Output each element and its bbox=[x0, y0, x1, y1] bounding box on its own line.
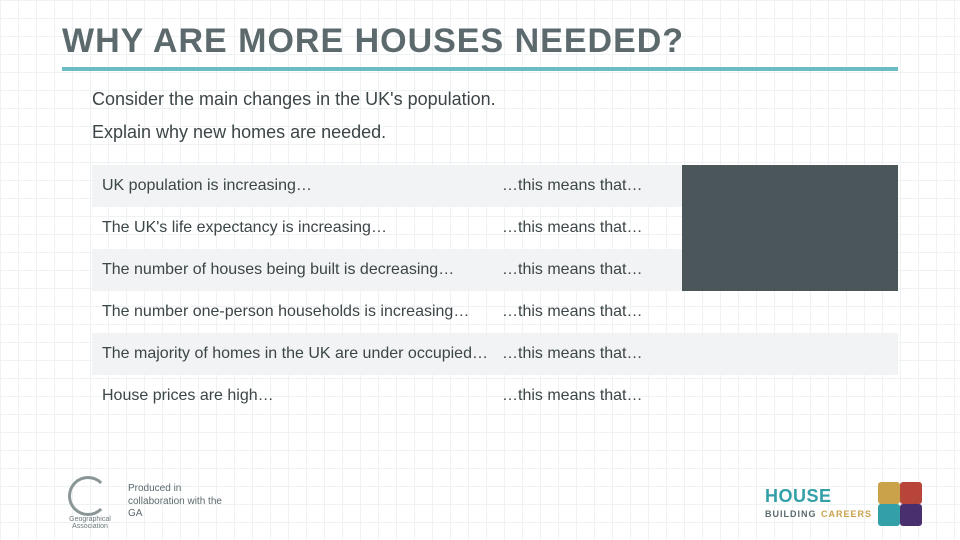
prompt-cell: …this means that… bbox=[502, 177, 682, 195]
answer-cell bbox=[682, 165, 898, 207]
table-row: The number one-person households is incr… bbox=[92, 291, 898, 333]
intro-block: Consider the main changes in the UK's po… bbox=[0, 71, 960, 155]
prompt-cell: …this means that… bbox=[502, 219, 682, 237]
prompt-cell: …this means that… bbox=[502, 261, 682, 279]
intro-line: Explain why new homes are needed. bbox=[92, 118, 898, 147]
hbc-house: HOUSE bbox=[765, 488, 872, 505]
table-row: The number of houses being built is decr… bbox=[92, 249, 898, 291]
page-title: WHY ARE MORE HOUSES NEEDED? bbox=[0, 0, 960, 67]
answer-cell bbox=[682, 249, 898, 291]
statement-cell: The majority of homes in the UK are unde… bbox=[92, 345, 502, 363]
puzzle-piece bbox=[900, 482, 922, 504]
puzzle-piece bbox=[900, 504, 922, 526]
footer-left: Geographical Association Produced in col… bbox=[62, 476, 223, 528]
prompt-cell: …this means that… bbox=[502, 345, 682, 363]
slide: WHY ARE MORE HOUSES NEEDED? Consider the… bbox=[0, 0, 960, 417]
table-row: The UK's life expectancy is increasing……… bbox=[92, 207, 898, 249]
statement-cell: House prices are high… bbox=[92, 387, 502, 405]
statement-cell: The number of houses being built is decr… bbox=[92, 261, 502, 279]
table-row: House prices are high……this means that… bbox=[92, 375, 898, 417]
puzzle-piece bbox=[878, 482, 900, 504]
intro-line: Consider the main changes in the UK's po… bbox=[92, 85, 898, 114]
reasons-table: UK population is increasing……this means … bbox=[92, 165, 898, 417]
ga-logo-ring bbox=[68, 476, 108, 516]
table-row: The majority of homes in the UK are unde… bbox=[92, 333, 898, 375]
hbc-logo-text: HOUSE BUILDING CAREERS bbox=[765, 488, 872, 520]
hbc-logo: HOUSE BUILDING CAREERS bbox=[765, 482, 922, 526]
statement-cell: UK population is increasing… bbox=[92, 177, 502, 195]
puzzle-piece bbox=[878, 504, 900, 526]
ga-logo-text: Geographical Association bbox=[62, 516, 118, 530]
credit-text: Produced in collaboration with the GA bbox=[128, 483, 223, 521]
prompt-cell: …this means that… bbox=[502, 387, 682, 405]
statement-cell: The number one-person households is incr… bbox=[92, 303, 502, 321]
answer-cell bbox=[682, 207, 898, 249]
hbc-building: BUILDING bbox=[765, 509, 817, 519]
prompt-cell: …this means that… bbox=[502, 303, 682, 321]
puzzle-icon bbox=[878, 482, 922, 526]
hbc-careers: CAREERS bbox=[821, 509, 872, 519]
ga-logo: Geographical Association bbox=[62, 476, 114, 528]
statement-cell: The UK's life expectancy is increasing… bbox=[92, 219, 502, 237]
table-row: UK population is increasing……this means … bbox=[92, 165, 898, 207]
